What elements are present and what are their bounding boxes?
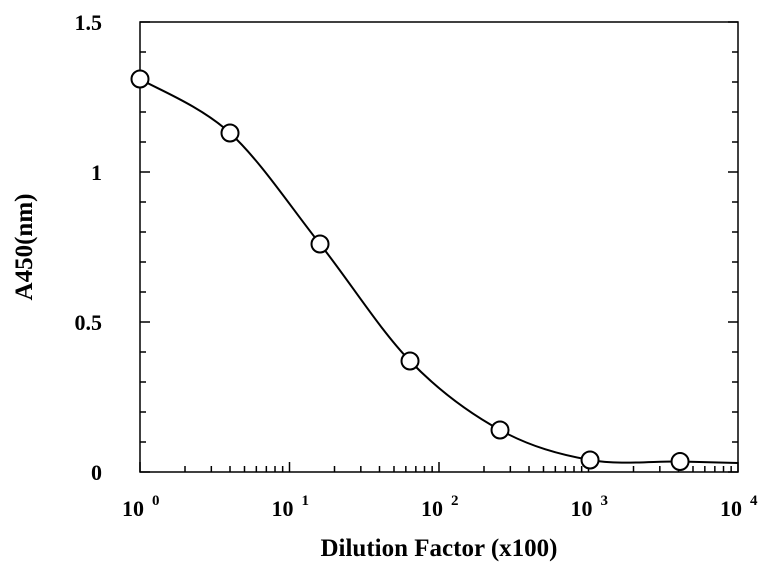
y-axis-ticks: 0 0.5 1 1.5 <box>75 10 738 485</box>
y-tick-label: 1 <box>91 160 102 185</box>
data-point <box>670 452 690 471</box>
data-point <box>310 234 330 254</box>
x-tick-label: 10 4 <box>720 493 758 521</box>
x-axis-title: Dilution Factor (x100) <box>320 535 557 562</box>
x-tick-label: 10 0 <box>122 493 160 521</box>
data-point <box>130 69 150 89</box>
data-point <box>220 123 240 143</box>
x-tick-label: 10 2 <box>421 493 459 521</box>
y-tick-label: 0 <box>91 460 102 485</box>
x-tick-label: 10 1 <box>272 493 310 521</box>
x-tick-label: 10 3 <box>571 493 609 521</box>
y-tick-label: 0.5 <box>75 310 103 335</box>
x-axis-ticks: 10 0 10 1 10 2 10 3 10 4 <box>122 462 758 521</box>
data-point <box>490 420 510 440</box>
y-axis-title: A450(nm) <box>11 194 38 301</box>
plot-frame <box>139 21 739 473</box>
data-points <box>130 69 690 471</box>
data-point <box>580 450 600 470</box>
y-tick-label: 1.5 <box>75 10 103 35</box>
data-point <box>400 351 420 371</box>
